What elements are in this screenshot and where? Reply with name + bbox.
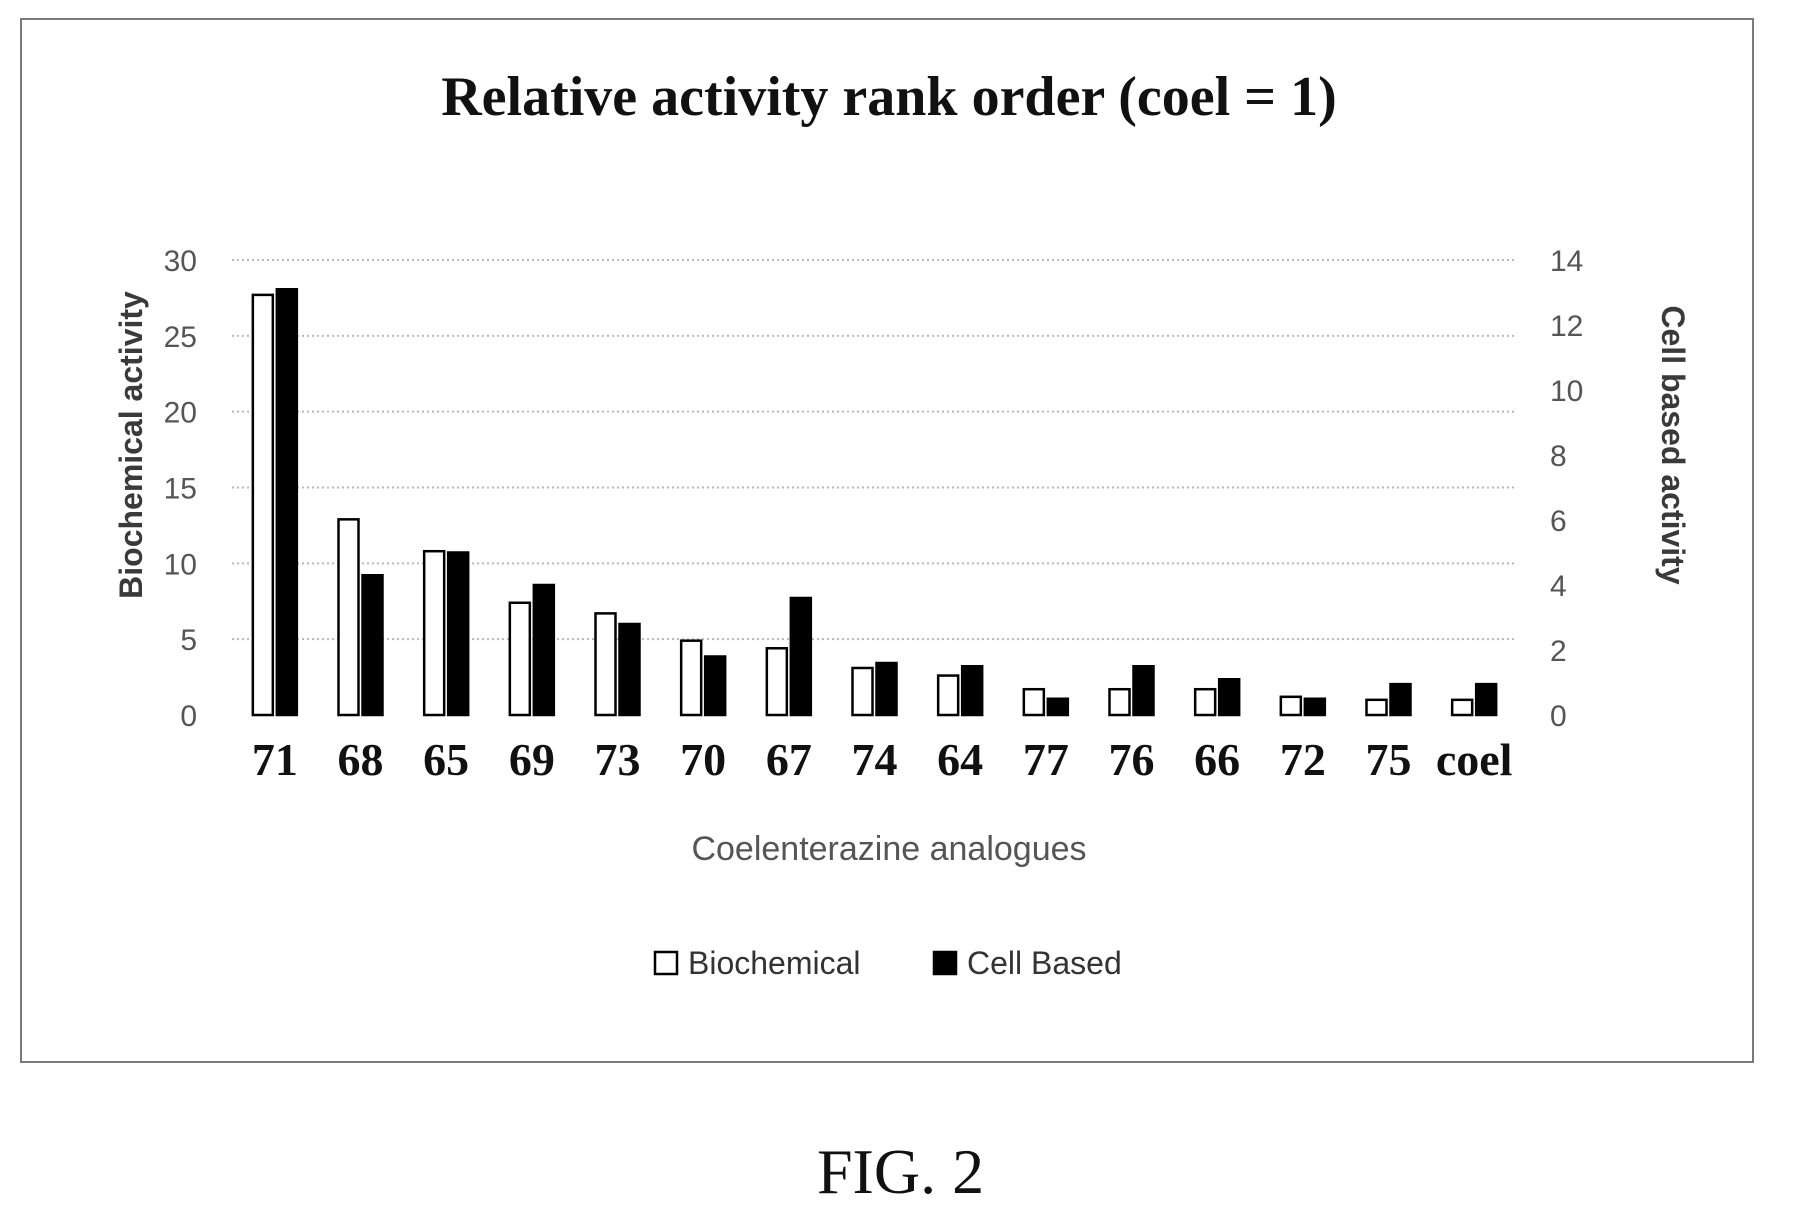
right-axis-ticks: 0 2 4 6 8 10 12 14 bbox=[1550, 245, 1583, 733]
right-tick-label: 6 bbox=[1550, 505, 1567, 538]
right-tick-label: 8 bbox=[1550, 440, 1567, 473]
legend-label-biochemical: Biochemical bbox=[688, 945, 861, 981]
bar-biochemical bbox=[765, 647, 789, 717]
bar-cell-based bbox=[532, 583, 556, 717]
bar-biochemical bbox=[337, 518, 360, 717]
bar-cell-based bbox=[703, 655, 727, 717]
category-label: 64 bbox=[937, 734, 983, 785]
category-label: 65 bbox=[423, 734, 469, 785]
bar-biochemical bbox=[1365, 698, 1388, 717]
category-label: 69 bbox=[509, 734, 555, 785]
right-tick-label: 0 bbox=[1550, 700, 1567, 733]
category-label: coel bbox=[1436, 734, 1513, 785]
bar-cell-based bbox=[875, 661, 898, 717]
bar-biochemical bbox=[508, 601, 532, 717]
bar-biochemical bbox=[851, 666, 874, 717]
bar-cell-based bbox=[1217, 678, 1241, 717]
bar-biochemical bbox=[1279, 695, 1303, 717]
chart-svg: Relative activity rank order (coel = 1) … bbox=[113, 66, 1691, 981]
left-tick-label: 30 bbox=[164, 245, 197, 278]
bar-biochemical bbox=[251, 293, 275, 717]
bars bbox=[251, 288, 1498, 717]
bar-cell-based bbox=[1132, 665, 1155, 717]
x-axis-title: Coelenterazine analogues bbox=[691, 830, 1086, 868]
legend-label-cell-based: Cell Based bbox=[967, 945, 1122, 981]
left-tick-label: 15 bbox=[164, 473, 197, 506]
bar-biochemical bbox=[594, 612, 617, 717]
category-label: 76 bbox=[1109, 734, 1155, 785]
bar-cell-based bbox=[446, 551, 470, 717]
category-label: 75 bbox=[1366, 734, 1412, 785]
right-tick-label: 4 bbox=[1550, 570, 1567, 603]
bar-cell-based bbox=[275, 288, 299, 717]
left-tick-label: 20 bbox=[164, 397, 197, 430]
bar-biochemical bbox=[1450, 698, 1474, 717]
chart-title: Relative activity rank order (coel = 1) bbox=[441, 66, 1337, 128]
category-label: 71 bbox=[252, 734, 298, 785]
figure-caption: FIG. 2 bbox=[816, 1136, 985, 1207]
left-tick-label: 5 bbox=[180, 624, 197, 657]
category-label: 67 bbox=[766, 734, 812, 785]
right-tick-label: 2 bbox=[1550, 635, 1567, 668]
category-labels: 71 68 65 69 73 70 67 74 64 77 76 66 72 75 coel bbox=[252, 734, 1513, 785]
left-axis-ticks: 0 5 10 15 20 25 30 bbox=[164, 245, 197, 733]
chart-frame: Relative activity rank order (coel = 1) … bbox=[20, 18, 1754, 1063]
right-tick-label: 10 bbox=[1550, 375, 1583, 408]
bar-biochemical bbox=[936, 674, 960, 717]
bar-cell-based bbox=[789, 596, 813, 717]
right-tick-label: 14 bbox=[1550, 245, 1583, 278]
category-label: 68 bbox=[338, 734, 384, 785]
category-label: 66 bbox=[1194, 734, 1240, 785]
bar-cell-based bbox=[1303, 697, 1327, 717]
y-axis-title: Biochemical activity bbox=[113, 291, 149, 599]
category-label: 72 bbox=[1280, 734, 1326, 785]
bar-cell-based bbox=[1474, 682, 1498, 717]
bar-biochemical bbox=[679, 639, 703, 717]
category-label: 73 bbox=[595, 734, 641, 785]
left-tick-label: 0 bbox=[180, 700, 197, 733]
bar-biochemical bbox=[1022, 687, 1046, 717]
y2-axis-title: Cell based activity bbox=[1655, 305, 1691, 584]
left-tick-label: 25 bbox=[164, 321, 197, 354]
left-tick-label: 10 bbox=[164, 548, 197, 581]
bar-cell-based bbox=[1046, 697, 1070, 717]
category-label: 74 bbox=[852, 734, 898, 785]
category-label: 77 bbox=[1023, 734, 1069, 785]
bar-cell-based bbox=[361, 574, 384, 717]
bar-biochemical bbox=[422, 549, 446, 717]
bar-biochemical bbox=[1108, 687, 1131, 717]
gridlines bbox=[232, 259, 1517, 641]
legend: Biochemical Cell Based bbox=[653, 945, 1122, 981]
legend-swatch-cell-based bbox=[932, 950, 958, 976]
legend-swatch-biochemical bbox=[653, 950, 679, 976]
bar-cell-based bbox=[960, 665, 984, 717]
category-label: 70 bbox=[680, 734, 726, 785]
right-tick-label: 12 bbox=[1550, 310, 1583, 343]
bar-cell-based bbox=[618, 622, 641, 717]
bar-cell-based bbox=[1389, 682, 1412, 717]
bar-biochemical bbox=[1193, 687, 1217, 717]
